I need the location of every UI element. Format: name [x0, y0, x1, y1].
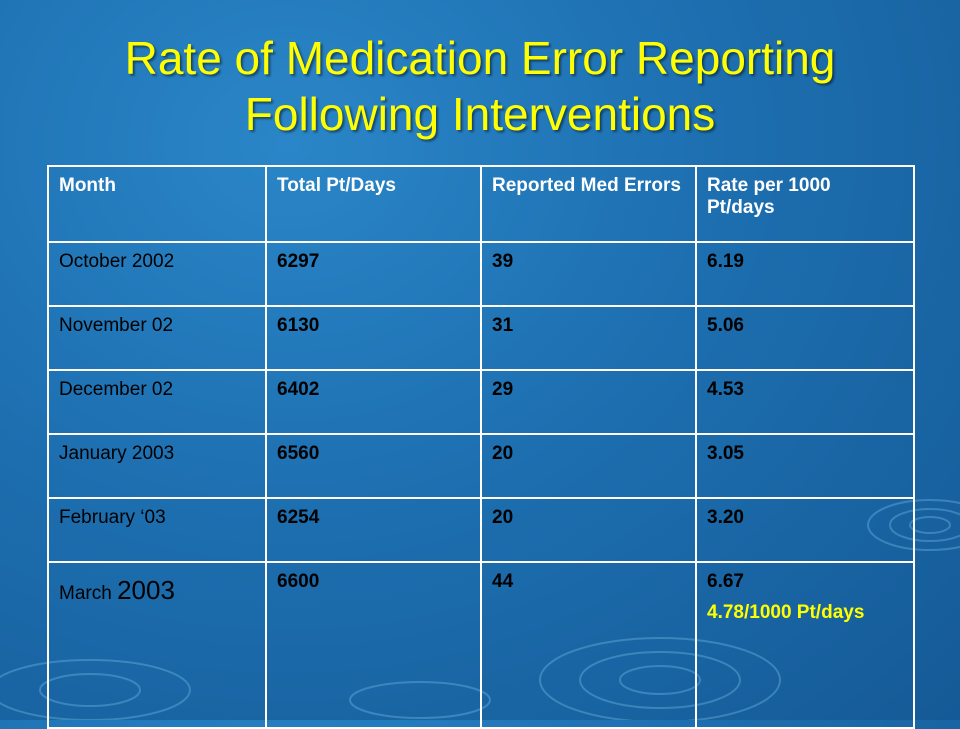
month-cell: October 2002: [47, 241, 267, 307]
table-row: October 2002 6297 39 6.19: [47, 241, 915, 307]
errors-cell: 31: [480, 305, 697, 371]
month-cell: February ‘03: [47, 497, 267, 563]
month-cell: January 2003: [47, 433, 267, 499]
errors-cell: 39: [480, 241, 697, 307]
rate-cell: 5.06: [695, 305, 915, 371]
errors-cell: 29: [480, 369, 697, 435]
rate-value: 6.67: [707, 571, 744, 592]
month-name: March: [59, 583, 118, 604]
title-line-2: Following Interventions: [244, 88, 716, 140]
month-cell: March 2003: [47, 561, 267, 729]
table-row: February ‘03 6254 20 3.20: [47, 497, 915, 563]
table-row: March 2003 6600 44 6.67 4.78/1000 Pt/day…: [47, 561, 915, 729]
header-total-pt-days: Total Pt/Days: [265, 165, 482, 243]
rate-cell: 3.05: [695, 433, 915, 499]
total-cell: 6402: [265, 369, 482, 435]
rate-cell: 6.67 4.78/1000 Pt/days: [695, 561, 915, 729]
header-month: Month: [47, 165, 267, 243]
total-cell: 6560: [265, 433, 482, 499]
rate-cell: 3.20: [695, 497, 915, 563]
total-cell: 6254: [265, 497, 482, 563]
table-row: January 2003 6560 20 3.05: [47, 433, 915, 499]
errors-cell: 44: [480, 561, 697, 729]
table-row: December 02 6402 29 4.53: [47, 369, 915, 435]
month-cell: November 02: [47, 305, 267, 371]
table-header-row: Month Total Pt/Days Reported Med Errors …: [47, 165, 915, 243]
errors-cell: 20: [480, 497, 697, 563]
total-cell: 6130: [265, 305, 482, 371]
title-line-1: Rate of Medication Error Reporting: [124, 32, 836, 84]
month-cell: December 02: [47, 369, 267, 435]
total-cell: 6297: [265, 241, 482, 307]
month-year: 2003: [117, 575, 175, 605]
header-reported-med-errors: Reported Med Errors: [480, 165, 697, 243]
header-rate-per-1000: Rate per 1000 Pt/days: [695, 165, 915, 243]
errors-cell: 20: [480, 433, 697, 499]
medication-error-table: Month Total Pt/Days Reported Med Errors …: [47, 165, 915, 729]
rate-cell: 4.53: [695, 369, 915, 435]
average-rate-note: 4.78/1000 Pt/days: [707, 602, 865, 623]
table-row: November 02 6130 31 5.06: [47, 305, 915, 371]
rate-cell: 6.19: [695, 241, 915, 307]
slide-title: Rate of Medication Error Reporting Follo…: [0, 30, 960, 142]
total-cell: 6600: [265, 561, 482, 729]
